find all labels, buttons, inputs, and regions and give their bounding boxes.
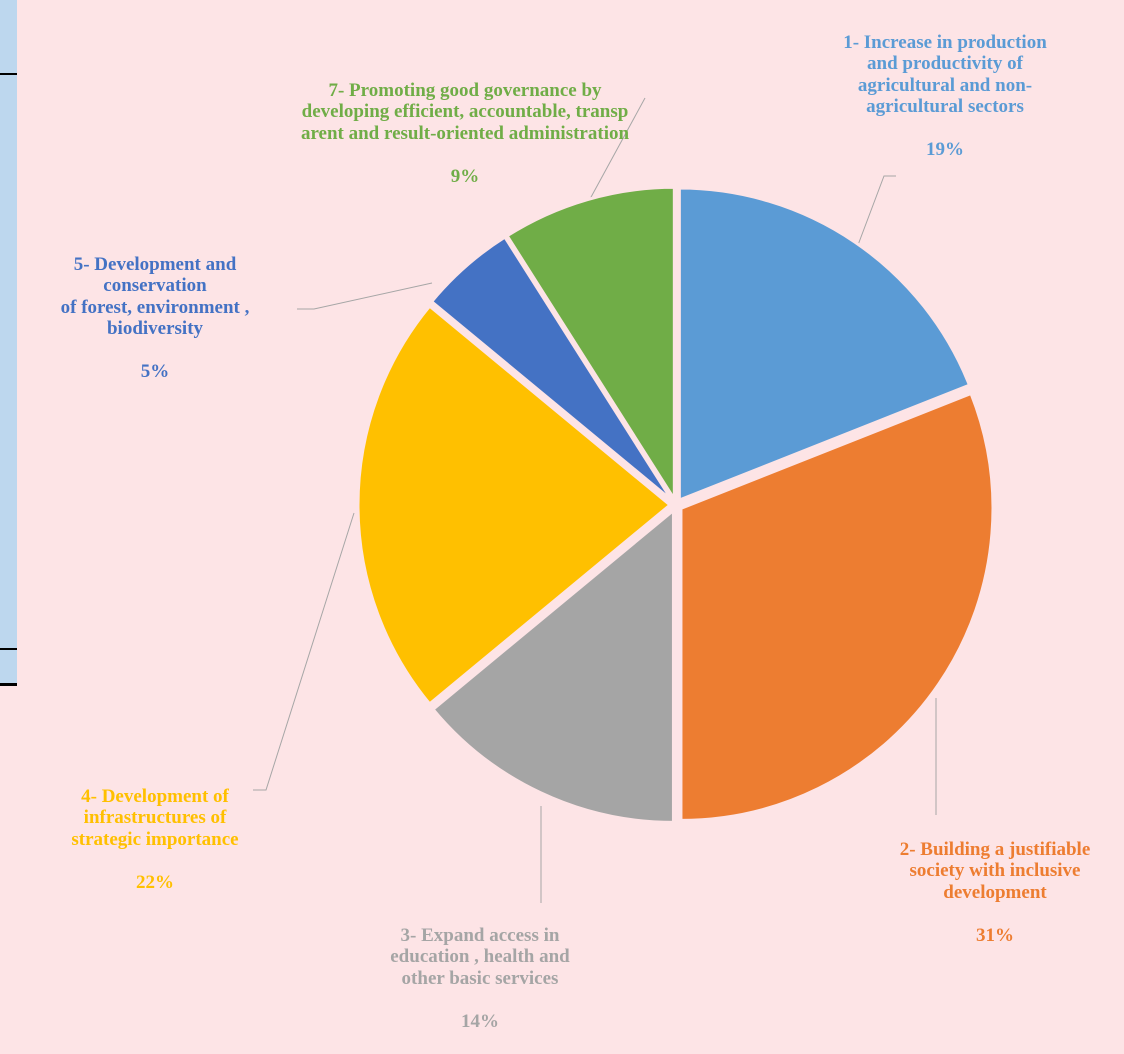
pie-slice-4 <box>356 304 673 706</box>
slice-label-2-text: 2- Building a justifiable society with i… <box>899 838 1091 903</box>
pie-chart <box>253 97 995 903</box>
divider-bottom <box>0 648 17 650</box>
slice-label-2: 2- Building a justifiable society with i… <box>830 817 1124 968</box>
leader-line-4 <box>253 512 355 791</box>
pie-slices <box>356 185 995 824</box>
leader-line-6 <box>583 97 646 211</box>
slice-label-5-value: 5% <box>140 361 170 382</box>
pie-slice-6 <box>505 185 676 505</box>
leader-line-5 <box>297 282 433 310</box>
slice-label-5: 5- Development and conservation of fores… <box>5 232 305 404</box>
pie-slice-1 <box>677 186 972 503</box>
pie-slice-3 <box>430 507 675 824</box>
divider-bottom-thick <box>0 683 17 686</box>
side-panel-strip <box>0 0 17 685</box>
slice-label-4-value: 22% <box>136 871 174 893</box>
slice-label-4-text: 4- Development of infrastructures of str… <box>71 785 239 850</box>
slice-label-3: 3- Expand access in education , health a… <box>330 903 630 1054</box>
leader-lines <box>253 97 937 903</box>
slice-label-7-value: 9% <box>450 165 480 187</box>
slice-label-3-text: 3- Expand access in education , health a… <box>390 924 570 989</box>
slice-label-1: 1- Increase in production and productivi… <box>775 10 1115 182</box>
slice-label-3-value: 14% <box>461 1010 499 1032</box>
slice-label-4: 4- Development of infrastructures of str… <box>20 764 290 915</box>
slice-label-7-text: 7- Promoting good governance by developi… <box>300 79 630 144</box>
slice-label-2-value: 31% <box>976 924 1014 946</box>
pie-slice-5 <box>429 234 674 502</box>
divider-top <box>0 73 17 75</box>
slice-label-5-text: 5- Development and conservation of fores… <box>60 253 250 340</box>
pie-slice-2 <box>679 391 995 822</box>
leader-line-1 <box>857 175 896 246</box>
slice-label-7: 7- Promoting good governance by developi… <box>200 58 730 209</box>
slice-label-1-value: 19% <box>926 139 964 160</box>
slice-label-1-text: 1- Increase in production and productivi… <box>843 31 1047 118</box>
